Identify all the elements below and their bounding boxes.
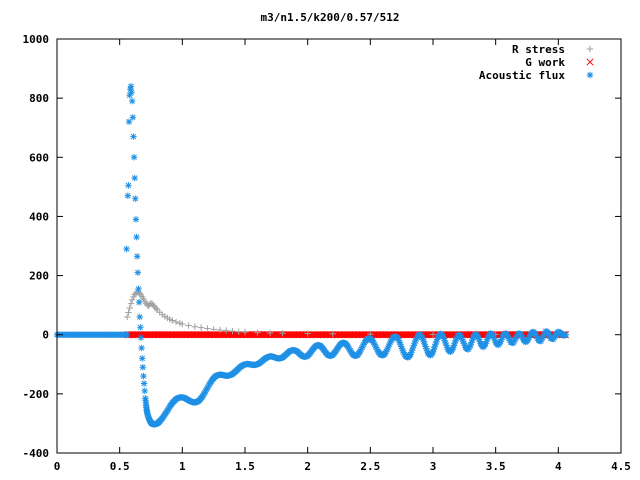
acoustic-flux-point — [132, 216, 140, 223]
r-stress-point — [179, 320, 186, 328]
acoustic-flux-point — [131, 174, 138, 182]
x-tick-label: 0 — [54, 460, 61, 473]
acoustic-flux-point — [562, 331, 570, 338]
r-stress-point — [123, 313, 131, 321]
r-stress-point — [229, 327, 236, 335]
x-tick-label: 3 — [430, 460, 437, 473]
acoustic-flux-point — [134, 269, 142, 276]
r-stress-point — [223, 327, 230, 334]
acoustic-flux-point — [133, 233, 140, 241]
acoustic-flux-point — [129, 97, 136, 105]
r-stress-point — [152, 305, 160, 312]
r-stress-point — [279, 330, 286, 337]
acoustic-flux-point — [127, 83, 135, 90]
acoustic-flux-point — [138, 344, 145, 352]
x-tick-label: 3.5 — [486, 460, 506, 473]
acoustic-flux-point — [140, 380, 148, 387]
r-stress-point — [210, 326, 217, 333]
x-tick-label: 2 — [304, 460, 311, 473]
r-stress-point — [329, 330, 336, 338]
chart-title: m3/n1.5/k200/0.57/512 — [260, 11, 399, 24]
acoustic-flux-point — [125, 182, 132, 189]
r-stress-point — [191, 323, 199, 330]
acoustic-flux-point — [440, 335, 448, 342]
acoustic-flux-point — [134, 253, 141, 260]
y-tick-label: 200 — [29, 270, 49, 283]
x-tick-label: 4 — [555, 460, 562, 473]
r-stress-point — [304, 330, 311, 337]
r-stress-point — [429, 331, 437, 338]
acoustic-flux-point — [130, 154, 138, 161]
acoustic-flux-point — [129, 114, 137, 121]
acoustic-flux-point — [135, 298, 143, 306]
legend-label: Acoustic flux — [479, 69, 565, 82]
y-tick-label: 600 — [29, 151, 49, 164]
acoustic-flux-point — [128, 89, 135, 96]
acoustic-flux-point — [137, 324, 144, 331]
acoustic-flux-point — [140, 372, 147, 380]
acoustic-flux-point — [141, 387, 148, 395]
r-stress-point — [169, 317, 176, 324]
plot-frame — [56, 38, 622, 454]
x-tick-label: 1.5 — [235, 460, 255, 473]
acoustic-flux-point — [136, 313, 143, 321]
acoustic-flux-point — [124, 192, 132, 199]
acoustic-flux-point — [430, 346, 438, 353]
r-stress-point — [266, 329, 274, 337]
r-stress-point — [126, 304, 133, 312]
r-stress-point — [197, 324, 205, 331]
series-r-stress — [123, 288, 562, 338]
series-acoustic-flux — [53, 83, 570, 428]
r-stress-point — [241, 328, 249, 336]
y-tick-label: -200 — [23, 388, 50, 401]
y-tick-label: -400 — [23, 447, 50, 460]
r-stress-point — [125, 309, 132, 316]
acoustic-flux-point — [130, 133, 137, 140]
y-tick-label: 1000 — [23, 33, 50, 46]
y-tick-label: 800 — [29, 92, 49, 105]
acoustic-flux-point — [139, 364, 147, 371]
r-stress-point — [204, 325, 211, 332]
legend-marker — [586, 45, 594, 53]
legend-marker — [586, 71, 594, 79]
r-stress-point — [127, 300, 135, 307]
acoustic-flux-point — [135, 285, 142, 293]
r-stress-point — [185, 322, 192, 329]
acoustic-flux-point — [132, 195, 139, 202]
x-tick-label: 2.5 — [360, 460, 380, 473]
acoustic-flux-point — [139, 355, 146, 362]
acoustic-flux-point — [123, 245, 130, 253]
r-stress-point — [235, 328, 242, 335]
legend-label: G work — [525, 56, 565, 69]
y-tick-label: 0 — [42, 329, 49, 342]
axes: 0 0.5 1 1.5 2 2.5 3 3.5 4 4.5 -400 -200 0 200 400 600 80… — [23, 33, 631, 473]
acoustic-flux-point — [137, 334, 145, 341]
acoustic-flux-point — [439, 332, 447, 340]
legend-label: R stress — [512, 43, 565, 56]
r-stress-point — [216, 326, 224, 334]
r-stress-point — [254, 329, 261, 336]
x-tick-label: 4.5 — [611, 460, 631, 473]
r-stress-point — [172, 318, 180, 326]
x-tick-label: 1 — [179, 460, 186, 473]
x-tick-label: 0.5 — [110, 460, 130, 473]
acoustic-flux-point — [475, 336, 483, 343]
r-stress-point — [129, 296, 136, 304]
r-stress-point — [136, 290, 143, 297]
legend-marker — [586, 58, 594, 66]
y-tick-label: 400 — [29, 210, 49, 223]
acoustic-flux-point — [123, 331, 131, 338]
data-marks — [53, 83, 570, 428]
acoustic-flux-point — [125, 118, 133, 125]
